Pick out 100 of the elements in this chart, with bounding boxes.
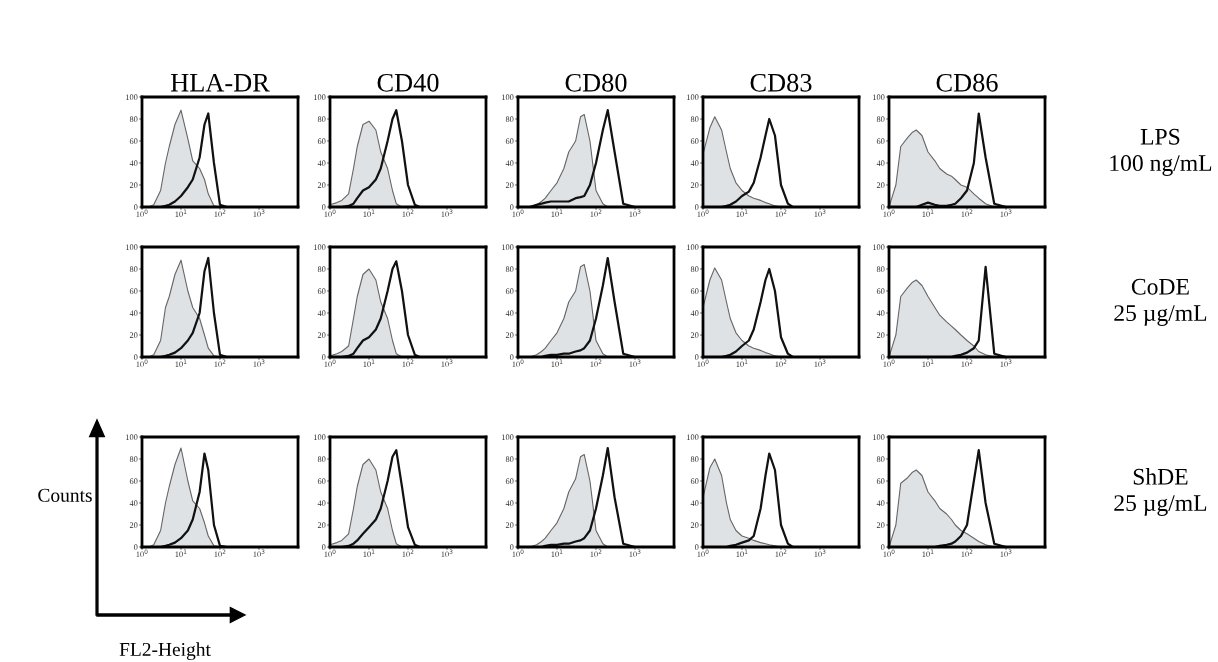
y-tick-label: 80 (129, 116, 138, 122)
x-tick-label: 10$^{3}$ (253, 359, 265, 368)
y-tick-label: 0 (133, 544, 138, 550)
y-tick-label: 80 (876, 456, 885, 462)
x-tick-label: 10$^{1}$ (175, 549, 187, 557)
y-tick-label: 0 (133, 354, 138, 360)
y-tick-label: 100 (873, 244, 885, 250)
x-tick-label: 10$^{3}$ (629, 359, 641, 368)
y-tick-label: 40 (317, 160, 326, 166)
x-tick-label: 10$^{1}$ (922, 359, 934, 367)
x-tick-label: 10$^{2}$ (775, 209, 787, 218)
x-tick-label: 10$^{1}$ (736, 359, 748, 367)
y-tick-label: 40 (505, 310, 514, 316)
y-tick-label: 40 (505, 160, 514, 166)
y-tick-label: 60 (505, 288, 514, 294)
x-tick-label: 10$^{2}$ (214, 549, 226, 558)
x-tick-label: 10$^{3}$ (814, 209, 826, 218)
x-tick-label: 10$^{2}$ (402, 549, 414, 558)
x-tick-label: 10$^{0}$ (883, 209, 895, 218)
x-tick-label: 10$^{2}$ (961, 209, 973, 218)
y-tick-label: 40 (690, 310, 699, 316)
y-tick-label: 20 (505, 522, 514, 528)
text: ShDE 25 µg/mL (1114, 468, 1207, 516)
y-tick-label: 60 (129, 288, 138, 294)
x-tick-label: 10$^{0}$ (512, 359, 524, 368)
y-tick-label: 80 (129, 266, 138, 272)
y-tick-label: 80 (505, 116, 514, 122)
y-tick-label: 80 (317, 266, 326, 272)
y-tick-label: 100 (502, 244, 514, 250)
y-tick-label: 40 (876, 160, 885, 166)
x-tick-label: 10$^{1}$ (736, 549, 748, 557)
y-tick-label: 100 (126, 94, 138, 100)
x-tick-label: 10$^{2}$ (775, 359, 787, 368)
y-tick-label: 80 (690, 116, 699, 122)
y-tick-label: 100 (126, 244, 138, 250)
chart-title: CD40 (377, 73, 439, 92)
y-tick-label: 20 (129, 522, 138, 528)
y-tick-label: 80 (505, 266, 514, 272)
x-axis-title: FL2-Height (119, 642, 211, 660)
y-tick-label: 0 (509, 544, 514, 550)
y-tick-label: 40 (317, 500, 326, 506)
x-tick-label: 10$^{2}$ (961, 549, 973, 558)
x-tick-label: 10$^{0}$ (883, 359, 895, 368)
x-tick-label: 10$^{0}$ (883, 549, 895, 558)
y-tick-label: 40 (129, 160, 138, 166)
y-tick-label: 20 (876, 182, 885, 188)
y-tick-label: 60 (690, 288, 699, 294)
x-tick-label: 10$^{2}$ (590, 359, 602, 368)
y-tick-label: 40 (129, 310, 138, 316)
x-tick-label: 10$^{0}$ (136, 549, 148, 558)
x-tick-label: 10$^{1}$ (736, 209, 748, 217)
y-tick-label: 100 (314, 244, 326, 250)
x-tick-label: 10$^{0}$ (697, 549, 709, 558)
x-tick-label: 10$^{2}$ (402, 359, 414, 368)
y-tick-label: 60 (690, 478, 699, 484)
x-tick-label: 10$^{2}$ (402, 209, 414, 218)
text: LPS 100 ng/mL (1110, 128, 1212, 176)
y-tick-label: 100 (687, 244, 699, 250)
y-tick-label: 0 (321, 354, 326, 360)
x-tick-label: 10$^{2}$ (590, 209, 602, 218)
x-tick-label: 10$^{1}$ (922, 549, 934, 557)
y-tick-label: 100 (126, 434, 138, 440)
x-tick-label: 10$^{3}$ (253, 209, 265, 218)
text: CoDE 25 µg/mL (1114, 278, 1207, 326)
x-tick-label: 10$^{1}$ (922, 209, 934, 217)
x-tick-label: 10$^{1}$ (363, 549, 375, 557)
x-tick-label: 10$^{3}$ (441, 549, 453, 558)
y-tick-label: 40 (876, 310, 885, 316)
y-tick-label: 40 (690, 160, 699, 166)
x-tick-label: 10$^{2}$ (214, 209, 226, 218)
y-tick-label: 20 (317, 182, 326, 188)
x-tick-label: 10$^{2}$ (214, 359, 226, 368)
x-tick-label: 10$^{3}$ (441, 209, 453, 218)
y-tick-label: 60 (876, 478, 885, 484)
y-tick-label: 40 (317, 310, 326, 316)
y-tick-label: 80 (876, 116, 885, 122)
y-tick-label: 0 (694, 544, 699, 550)
x-tick-label: 10$^{0}$ (324, 209, 336, 218)
y-tick-label: 20 (317, 522, 326, 528)
x-tick-label: 10$^{3}$ (814, 359, 826, 368)
x-tick-label: 10$^{3}$ (814, 549, 826, 558)
y-tick-label: 80 (690, 456, 699, 462)
y-tick-label: 20 (505, 332, 514, 338)
y-tick-label: 20 (505, 182, 514, 188)
x-tick-label: 10$^{1}$ (175, 209, 187, 217)
y-tick-label: 60 (317, 288, 326, 294)
chart-title: CD80 (565, 73, 627, 92)
y-tick-label: 100 (502, 94, 514, 100)
y-tick-label: 40 (129, 500, 138, 506)
x-tick-label: 10$^{0}$ (136, 209, 148, 218)
x-tick-label: 10$^{3}$ (1000, 549, 1012, 558)
y-tick-label: 0 (694, 204, 699, 210)
chart-title: CD86 (936, 73, 998, 92)
y-tick-label: 60 (690, 138, 699, 144)
x-tick-label: 10$^{1}$ (363, 209, 375, 217)
y-tick-label: 20 (876, 522, 885, 528)
x-tick-label: 10$^{3}$ (441, 359, 453, 368)
x-tick-label: 10$^{2}$ (775, 549, 787, 558)
x-tick-label: 10$^{3}$ (629, 209, 641, 218)
chart-title: CD83 (750, 73, 812, 92)
